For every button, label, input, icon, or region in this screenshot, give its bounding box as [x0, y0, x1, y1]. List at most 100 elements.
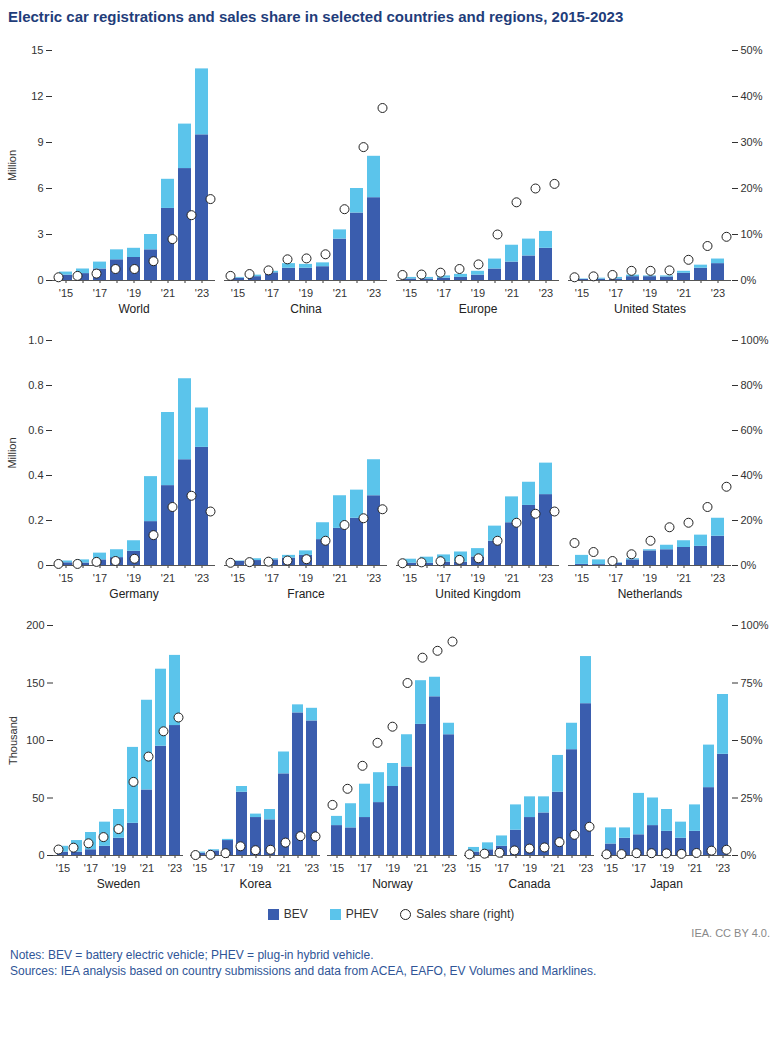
svg-text:'21: '21 [161, 572, 175, 584]
svg-text:80%: 80% [741, 379, 763, 391]
svg-text:50: 50 [32, 792, 44, 804]
svg-text:30%: 30% [741, 136, 763, 148]
svg-text:'23: '23 [716, 862, 730, 874]
svg-text:6: 6 [37, 182, 43, 194]
svg-text:100: 100 [26, 734, 44, 746]
svg-text:'19: '19 [471, 572, 485, 584]
svg-text:'15: '15 [231, 287, 245, 299]
svg-text:'19: '19 [127, 572, 141, 584]
svg-text:'15: '15 [575, 572, 589, 584]
svg-text:'19: '19 [643, 287, 657, 299]
svg-text:'21: '21 [333, 287, 347, 299]
svg-text:'23: '23 [367, 287, 381, 299]
svg-text:0: 0 [38, 849, 44, 861]
svg-text:Million: Million [6, 150, 18, 181]
svg-text:'21: '21 [505, 572, 519, 584]
svg-text:'17: '17 [265, 572, 279, 584]
svg-text:0.4: 0.4 [28, 469, 43, 481]
svg-text:'23: '23 [711, 572, 725, 584]
svg-text:'23: '23 [195, 572, 209, 584]
svg-text:'19: '19 [471, 287, 485, 299]
svg-text:'15: '15 [59, 572, 73, 584]
svg-text:75%: 75% [741, 677, 763, 689]
svg-text:'23: '23 [711, 287, 725, 299]
svg-text:40%: 40% [741, 90, 763, 102]
svg-text:China: China [290, 302, 322, 316]
svg-text:'17: '17 [495, 862, 509, 874]
svg-text:'23: '23 [195, 287, 209, 299]
svg-text:'21: '21 [140, 862, 154, 874]
svg-text:200: 200 [26, 619, 44, 631]
svg-text:0%: 0% [741, 274, 757, 286]
svg-text:France: France [287, 587, 325, 601]
svg-text:60%: 60% [741, 424, 763, 436]
svg-text:100%: 100% [741, 334, 769, 346]
svg-text:'21: '21 [677, 287, 691, 299]
svg-text:'19: '19 [523, 862, 537, 874]
svg-text:0.2: 0.2 [28, 514, 43, 526]
svg-text:'17: '17 [609, 572, 623, 584]
svg-text:Japan: Japan [650, 877, 683, 891]
svg-text:'15: '15 [193, 862, 207, 874]
svg-text:0%: 0% [741, 849, 757, 861]
svg-text:'21: '21 [277, 862, 291, 874]
svg-text:20%: 20% [741, 514, 763, 526]
svg-text:'23: '23 [168, 862, 182, 874]
svg-text:'17: '17 [265, 287, 279, 299]
svg-text:0%: 0% [741, 559, 757, 571]
svg-text:Germany: Germany [109, 587, 158, 601]
svg-text:15: 15 [31, 44, 43, 56]
svg-text:'15: '15 [575, 287, 589, 299]
svg-text:'17: '17 [93, 572, 107, 584]
svg-text:Korea: Korea [239, 877, 271, 891]
svg-text:150: 150 [26, 677, 44, 689]
svg-text:World: World [118, 302, 149, 316]
svg-text:'15: '15 [59, 287, 73, 299]
svg-text:'17: '17 [632, 862, 646, 874]
svg-text:'17: '17 [437, 287, 451, 299]
svg-text:'15: '15 [403, 287, 417, 299]
svg-text:3: 3 [37, 228, 43, 240]
svg-text:0.6: 0.6 [28, 424, 43, 436]
svg-text:'17: '17 [93, 287, 107, 299]
svg-text:'23: '23 [442, 862, 456, 874]
svg-text:'23: '23 [579, 862, 593, 874]
svg-text:40%: 40% [741, 469, 763, 481]
svg-text:Thousand: Thousand [7, 716, 19, 765]
svg-text:'21: '21 [688, 862, 702, 874]
svg-text:50%: 50% [741, 44, 763, 56]
svg-text:'21: '21 [677, 572, 691, 584]
svg-text:12: 12 [31, 90, 43, 102]
svg-text:'15: '15 [231, 572, 245, 584]
svg-text:'15: '15 [467, 862, 481, 874]
svg-text:10%: 10% [741, 228, 763, 240]
svg-text:'15: '15 [56, 862, 70, 874]
svg-text:United States: United States [614, 302, 686, 316]
svg-text:Norway: Norway [372, 877, 413, 891]
svg-text:'19: '19 [127, 287, 141, 299]
svg-text:'23: '23 [367, 572, 381, 584]
svg-text:'19: '19 [299, 572, 313, 584]
svg-text:'17: '17 [609, 287, 623, 299]
svg-text:'17: '17 [221, 862, 235, 874]
svg-text:'23: '23 [539, 287, 553, 299]
svg-text:'15: '15 [330, 862, 344, 874]
svg-text:9: 9 [37, 136, 43, 148]
svg-text:'17: '17 [84, 862, 98, 874]
svg-text:'21: '21 [414, 862, 428, 874]
svg-text:0: 0 [37, 559, 43, 571]
svg-text:'23: '23 [305, 862, 319, 874]
svg-text:Canada: Canada [508, 877, 550, 891]
svg-text:'19: '19 [249, 862, 263, 874]
svg-text:50%: 50% [741, 734, 763, 746]
svg-text:'19: '19 [112, 862, 126, 874]
svg-text:'21: '21 [161, 287, 175, 299]
svg-text:Sweden: Sweden [97, 877, 140, 891]
svg-text:'17: '17 [437, 572, 451, 584]
svg-text:0: 0 [37, 274, 43, 286]
svg-text:'19: '19 [299, 287, 313, 299]
svg-text:United Kingdom: United Kingdom [435, 587, 520, 601]
svg-text:'21: '21 [505, 287, 519, 299]
svg-text:'15: '15 [403, 572, 417, 584]
svg-text:25%: 25% [741, 792, 763, 804]
